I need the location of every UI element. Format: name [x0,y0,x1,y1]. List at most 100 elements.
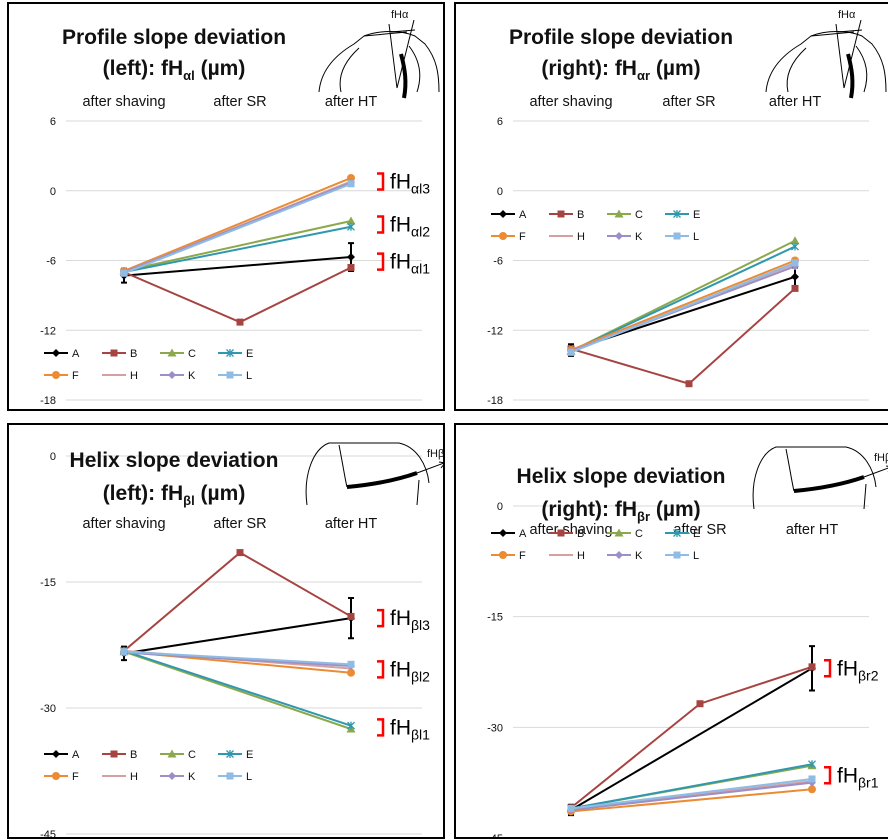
point-C [790,236,800,245]
legend-label: A [72,749,80,761]
legend-marker [110,349,118,357]
series-line-L [123,182,352,275]
legend-marker [615,232,623,240]
y-tick-label: -6 [46,256,56,268]
category-label: after SR [662,94,715,110]
angle-arrow [416,461,443,474]
point-E [347,721,355,730]
tooth-outline [765,31,887,93]
series-line-L [570,261,796,354]
y-tick-label: 0 [497,186,503,198]
tooth-outline [339,31,421,93]
legend-marker [557,529,565,537]
point-L [567,804,575,812]
legend-label: C [635,528,643,540]
tooth-outline [338,444,420,506]
legend-label: B [130,348,137,360]
tooth-flank [399,53,408,99]
tooth-flank [846,53,855,99]
tooth-diagram [305,442,443,506]
chart-profile-right: 6 0 -6 -12 -18 Profile slope deviation (right)… [454,2,888,411]
category-label: after SR [213,94,266,110]
series-line-K [123,181,352,274]
legend-marker [499,529,507,537]
point-B [236,549,244,557]
point-L [567,348,575,356]
y-tick-label: -30 [487,722,503,734]
legend-marker [614,528,624,537]
chart-title: Helix slope deviation [70,449,279,472]
legend-label: A [519,528,527,540]
annotation-label: fHαl2 [390,213,430,239]
category-label: after shaving [529,94,612,110]
legend-label: H [577,231,585,243]
legend-marker [499,232,507,240]
point-E [791,242,799,251]
chart-title: Profile slope deviation [509,26,733,49]
tooth-flank [346,471,418,489]
series-line-E [123,649,352,727]
category-label: after HT [786,522,839,538]
category-label: after HT [769,94,822,110]
legend-label: E [693,209,700,221]
category-label: after shaving [82,516,165,532]
y-tick-label: -12 [40,325,56,337]
point-L [347,180,355,188]
chart-svg: 0 -15 -30 -45 Helix slope deviation (right): … [487,446,888,837]
legend-label: L [246,370,252,382]
legend-label: A [72,348,80,360]
series-line-F [570,788,813,813]
y-tick-label: 6 [497,116,503,128]
annotation-label: fHβl1 [390,716,430,742]
annotation-label: fHαl1 [390,251,430,277]
angle-lines [388,19,415,89]
legend-marker [673,529,681,537]
chart-svg: 6 0 -6 -12 -18 Profile slope deviation (right)… [487,9,887,407]
series-line-E [570,245,796,353]
chart-helix-left: 0 -15 -30 -45 Helix slope deviation (left): f… [7,423,445,839]
series-line-A [123,256,352,277]
series-line-C [123,219,352,272]
legend-marker [226,349,234,357]
legend-marker [499,210,507,218]
point-L [347,660,355,668]
legend-label: F [519,231,526,243]
series-line-F [570,259,796,351]
legend-marker [226,750,234,758]
y-tick-label: -30 [40,703,56,715]
category-label: after shaving [82,94,165,110]
annotation-bracket [377,172,385,191]
legend-marker [499,551,507,559]
series-line-L [570,777,813,810]
angle-arrow [863,465,888,478]
tooth-flank [793,475,865,493]
legend-marker [673,210,681,218]
legend-label: K [188,370,196,382]
annotation-bracket [377,252,385,271]
point-A [347,253,355,262]
point-B [236,318,244,326]
legend-label: H [130,370,138,382]
legend-marker [167,348,177,357]
legend-label: F [519,550,526,562]
y-tick-label: -18 [487,395,503,407]
annotation-label: fHαl3 [390,170,430,196]
annotation-bracket [377,608,385,628]
series-line-A [570,667,813,811]
legend-label: H [130,771,138,783]
legend-label: B [577,209,584,221]
tooth-outline [752,446,877,510]
point-B [685,380,693,388]
legend-marker [110,750,118,758]
chart-subtitle: (left): fHβl (µm) [103,482,246,508]
annotation-label: fHβl2 [390,658,430,684]
diagram-label: fHβ [427,448,444,460]
annotation-bracket [377,718,385,737]
legend-marker [52,371,60,379]
series-line-C [123,650,352,730]
annotation-label: fHβr2 [837,657,879,683]
legend-label: C [635,209,643,221]
point-B [808,663,816,671]
annotation-bracket [377,215,385,234]
point-C [346,216,356,225]
